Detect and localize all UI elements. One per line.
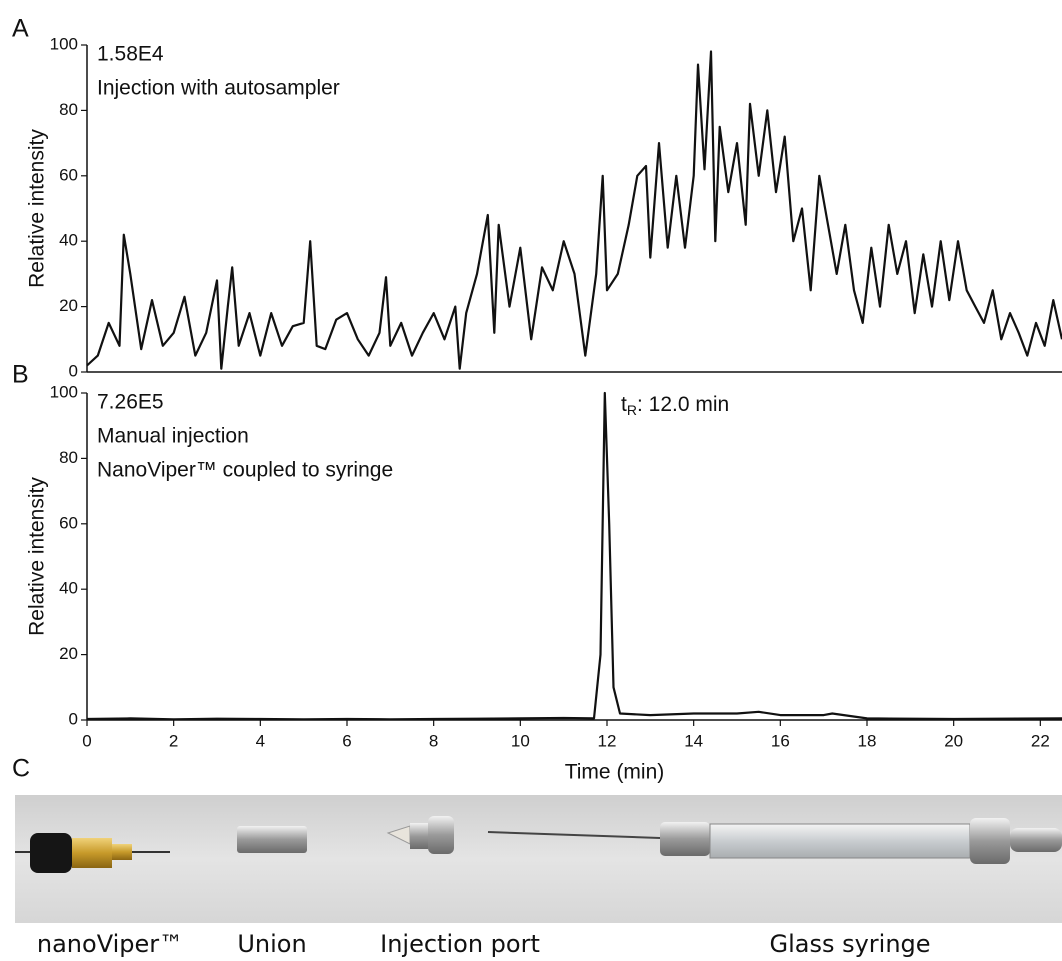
x-tick-label: 14 bbox=[684, 731, 703, 750]
union bbox=[237, 826, 307, 853]
syringe-plunger bbox=[1010, 828, 1062, 852]
x-tick-label: 0 bbox=[82, 731, 91, 750]
nanoviper-fitting bbox=[72, 838, 112, 868]
photo-caption: nanoViper™ bbox=[37, 930, 183, 958]
port-thread bbox=[410, 823, 428, 849]
y-axis-label: Relative intensity bbox=[26, 477, 49, 636]
photo-background bbox=[15, 795, 1062, 923]
x-tick-label: 22 bbox=[1031, 731, 1050, 750]
x-axis-label: Time (min) bbox=[565, 761, 665, 784]
y-tick-label: 80 bbox=[59, 448, 78, 467]
x-tick-label: 18 bbox=[858, 731, 877, 750]
peak-label-text: : 12.0 min bbox=[637, 393, 729, 416]
y-tick-label: 60 bbox=[59, 165, 78, 184]
y-tick-label: 0 bbox=[69, 709, 78, 728]
x-tick-label: 8 bbox=[429, 731, 438, 750]
photo-caption: Union bbox=[237, 930, 306, 958]
annotation: NanoViper™ coupled to syringe bbox=[97, 459, 393, 482]
peak-label-base: t bbox=[621, 393, 627, 416]
x-tick-label: 6 bbox=[342, 731, 351, 750]
x-tick-label: 4 bbox=[256, 731, 265, 750]
syringe-flange bbox=[970, 818, 1010, 864]
panel-letter: C bbox=[12, 755, 30, 783]
annotation: 7.26E5 bbox=[97, 391, 164, 414]
y-axis-label: Relative intensity bbox=[26, 129, 49, 288]
x-tick-label: 12 bbox=[598, 731, 617, 750]
nanoviper-thread bbox=[112, 844, 132, 860]
x-tick-label: 10 bbox=[511, 731, 530, 750]
x-tick-label: 16 bbox=[771, 731, 790, 750]
annotation: 1.58E4 bbox=[97, 43, 164, 66]
y-tick-label: 80 bbox=[59, 100, 78, 119]
photo bbox=[15, 795, 1062, 923]
needle bbox=[487, 831, 661, 839]
port-head bbox=[428, 816, 454, 854]
y-tick-label: 60 bbox=[59, 513, 78, 532]
peak-label: tR: 12.0 min bbox=[621, 393, 729, 418]
y-tick-label: 100 bbox=[50, 382, 78, 401]
y-tick-label: 40 bbox=[59, 579, 78, 598]
annotation: Manual injection bbox=[97, 425, 249, 448]
annotation: Injection with autosampler bbox=[97, 77, 340, 100]
peak-label-subscript: R bbox=[627, 402, 637, 418]
x-tick-label: 2 bbox=[169, 731, 178, 750]
nanoviper-knob bbox=[30, 833, 72, 873]
photo-caption: Injection port bbox=[380, 930, 540, 958]
panel-letter: A bbox=[12, 15, 29, 43]
syringe-barrel bbox=[709, 823, 971, 859]
photo-caption: Glass syringe bbox=[769, 930, 930, 958]
trace bbox=[86, 50, 1062, 370]
y-tick-label: 20 bbox=[59, 644, 78, 663]
y-tick-label: 40 bbox=[59, 231, 78, 250]
syringe-hub bbox=[660, 822, 710, 856]
y-tick-label: 100 bbox=[50, 34, 78, 53]
trace bbox=[86, 391, 1062, 721]
y-tick-label: 20 bbox=[59, 296, 78, 315]
panel-letter: B bbox=[12, 361, 29, 389]
y-tick-label: 0 bbox=[69, 361, 78, 380]
x-tick-label: 20 bbox=[944, 731, 963, 750]
